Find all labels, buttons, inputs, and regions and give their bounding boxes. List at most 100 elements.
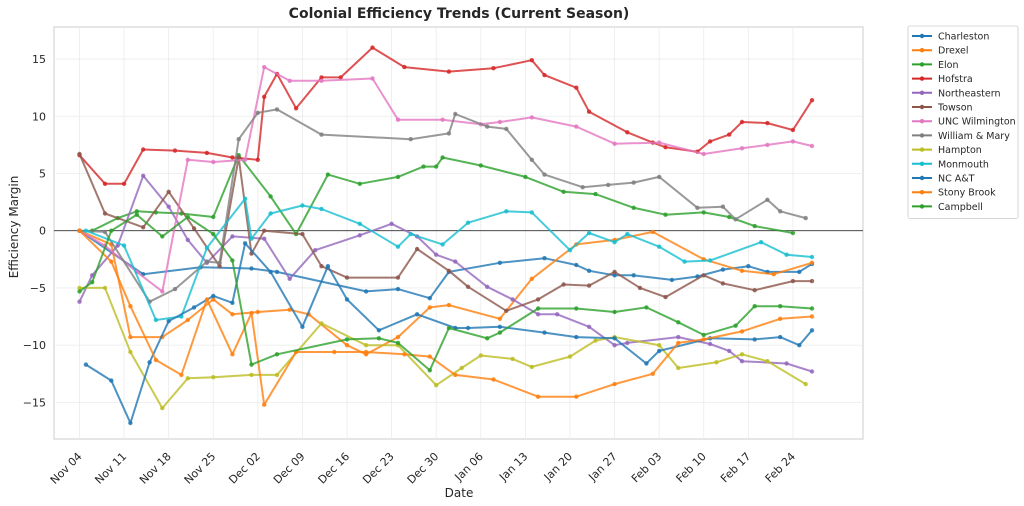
data-point: [631, 180, 636, 185]
data-point: [758, 240, 764, 245]
data-point: [434, 252, 439, 257]
data-point: [535, 306, 541, 311]
data-point: [663, 145, 668, 150]
data-point: [593, 191, 598, 197]
data-point: [255, 309, 260, 315]
data-point: [141, 147, 146, 152]
data-point: [542, 172, 547, 177]
data-point: [160, 289, 165, 294]
data-point: [606, 182, 611, 188]
legend-swatch-marker: [919, 90, 925, 96]
data-point: [242, 196, 248, 201]
data-point: [809, 98, 815, 103]
data-point: [809, 143, 815, 149]
data-point: [612, 269, 617, 275]
data-point: [701, 273, 706, 278]
data-point: [172, 148, 178, 153]
data-point: [204, 297, 210, 302]
data-point: [695, 205, 700, 210]
data-point: [586, 283, 592, 288]
data-point: [446, 302, 452, 308]
data-point: [395, 286, 401, 292]
legend-label: Northeastern: [938, 88, 1001, 99]
data-point: [720, 267, 726, 272]
data-point: [249, 310, 254, 316]
data-point: [109, 378, 114, 383]
data-point: [408, 137, 413, 142]
data-point: [586, 109, 592, 114]
data-point: [778, 209, 783, 214]
data-point: [765, 197, 770, 202]
data-point: [440, 242, 445, 247]
y-tick-label: −5: [30, 282, 46, 295]
data-point: [612, 141, 617, 146]
legend-swatch-marker: [919, 33, 925, 39]
data-point: [485, 336, 490, 341]
data-point: [408, 231, 413, 237]
data-point: [185, 237, 190, 243]
legend-label: Drexel: [938, 46, 969, 57]
data-point: [395, 340, 401, 346]
data-point: [529, 157, 534, 162]
data-point: [809, 254, 815, 260]
data-point: [790, 139, 796, 144]
data-point: [637, 285, 643, 291]
data-point: [166, 189, 171, 194]
data-point: [402, 352, 407, 357]
data-point: [262, 236, 267, 241]
data-point: [586, 230, 592, 236]
data-point: [166, 204, 171, 209]
data-point: [211, 293, 216, 299]
data-point: [389, 221, 394, 226]
data-point: [809, 306, 815, 311]
series-william-mary: [77, 107, 808, 304]
data-point: [141, 225, 146, 230]
data-point: [344, 337, 350, 342]
data-point: [440, 155, 445, 160]
data-point: [268, 211, 273, 216]
data-point: [83, 362, 89, 367]
data-point: [128, 420, 133, 426]
data-point: [739, 359, 745, 364]
data-point: [542, 256, 547, 261]
data-point: [249, 236, 254, 241]
legend-swatch-marker: [919, 62, 925, 67]
data-point: [739, 146, 745, 151]
data-point: [128, 334, 133, 340]
data-point: [797, 343, 802, 348]
data-point: [370, 76, 375, 81]
data-point: [657, 244, 662, 249]
data-point: [262, 228, 267, 233]
data-point: [236, 155, 241, 160]
data-point: [325, 172, 331, 177]
data-point: [739, 329, 745, 334]
data-point: [809, 314, 815, 319]
data-point: [83, 228, 89, 233]
data-point: [631, 205, 636, 210]
data-point: [797, 269, 802, 275]
data-point: [440, 117, 445, 122]
data-point: [128, 304, 133, 309]
data-point: [128, 349, 133, 355]
data-point: [765, 120, 770, 126]
data-point: [395, 117, 401, 122]
series-stony-brook: [77, 228, 815, 407]
legend-swatch-marker: [919, 48, 925, 53]
data-point: [217, 264, 222, 269]
legend-label: Monmouth: [938, 159, 989, 170]
data-point: [625, 130, 630, 135]
data-point: [612, 240, 617, 245]
data-point: [249, 362, 254, 367]
data-point: [555, 312, 560, 317]
legend-label: William & Mary: [938, 131, 1010, 142]
data-point: [204, 259, 210, 264]
data-point: [701, 332, 706, 338]
data-point: [185, 214, 190, 220]
legend-item: Northeastern: [912, 88, 1001, 99]
legend-item: Drexel: [912, 46, 969, 57]
data-point: [663, 212, 668, 217]
data-point: [625, 340, 630, 346]
data-point: [657, 174, 662, 180]
legend-label: Hampton: [938, 145, 982, 156]
